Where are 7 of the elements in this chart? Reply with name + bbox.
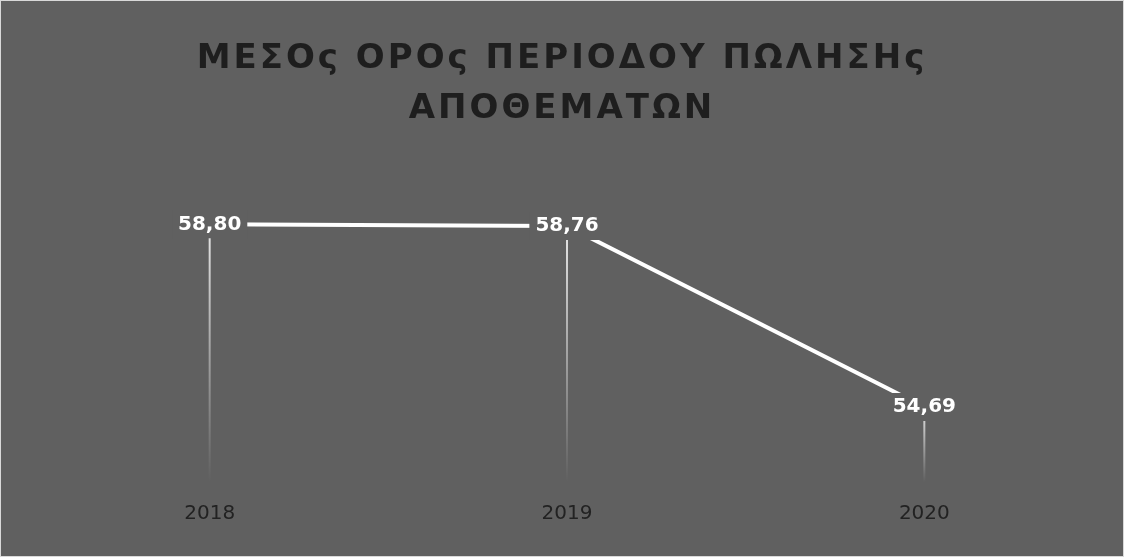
data-label: 54,69: [892, 393, 956, 418]
x-tick-label: 2020: [898, 500, 950, 525]
x-tick-label: 2019: [541, 500, 593, 525]
data-label: 58,80: [178, 210, 242, 235]
data-label: 58,76: [535, 212, 599, 237]
chart-title: ΜΕΣΟς ΟΡΟς ΠΕΡΙΟΔΟΥ ΠΩΛΗΣΗς ΑΠΟΘΕΜΑΤΩΝ: [195, 35, 929, 128]
x-tick-label: 2018: [184, 500, 236, 525]
